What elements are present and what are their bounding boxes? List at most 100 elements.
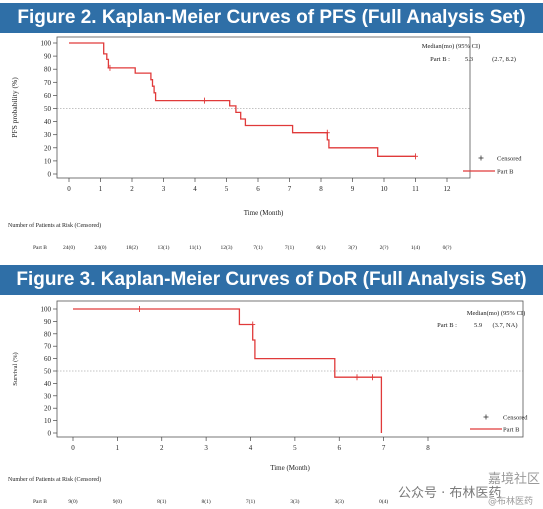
y-tick-label: 60 [44, 92, 52, 100]
x-tick-label: 7 [288, 185, 292, 193]
y-tick-label: 30 [44, 392, 52, 400]
risk-table-value: 2(?) [380, 244, 389, 251]
risk-table-group: Part B [33, 499, 47, 505]
x-tick-label: 11 [412, 185, 419, 193]
x-tick-label: 0 [67, 185, 71, 193]
risk-table-value: 7(1) [285, 244, 294, 251]
risk-table-group: Part B [33, 245, 47, 251]
y-axis-label: Survival (%) [12, 352, 19, 385]
legend-median-header: Median(mo) (95% CI) [467, 310, 525, 317]
dor-chart: 0 10 20 30 40 50 60 70 80 90 100 0 1 2 3 4 5 6 7 8 Time (Mon… [8, 300, 528, 505]
risk-table-value: 7(1) [253, 244, 262, 251]
risk-table-value: 9(0) [68, 498, 77, 505]
y-tick-label: 40 [44, 380, 52, 388]
risk-table-value: 24(0) [63, 244, 75, 251]
risk-table-value: 13(1) [158, 244, 170, 251]
x-tick-label: 9 [351, 185, 355, 193]
x-tick-label: 2 [130, 185, 134, 193]
y-tick-label: 70 [44, 343, 52, 351]
risk-table-value: 8(1) [157, 498, 166, 505]
risk-table-title: Number of Patients at Risk (Censored) [8, 222, 101, 229]
y-tick-label: 90 [44, 53, 52, 61]
censor-mark [370, 374, 376, 381]
legend-median-value: 5.9 [474, 322, 482, 329]
risk-table-value: 12(3) [221, 244, 233, 251]
y-axis-label: PFS probability (%) [10, 77, 19, 138]
figure-2-title: Figure 2. Kaplan-Meier Curves of PFS (Fu… [0, 3, 543, 33]
censor-mark [201, 97, 207, 104]
risk-table-title: Number of Patients at Risk (Censored) [8, 476, 101, 483]
x-tick-label: 5 [293, 444, 297, 452]
risk-table-value: 6(1) [316, 244, 325, 251]
legend-median-header: Median(mo) (95% CI) [422, 43, 480, 50]
risk-table-value: 8(1) [202, 498, 211, 505]
risk-table-value: 3(3) [290, 498, 299, 505]
y-tick-label: 100 [41, 40, 52, 48]
y-tick-label: 80 [44, 330, 52, 338]
legend-group-label: Part B : [430, 56, 450, 63]
x-tick-label: 8 [426, 444, 430, 452]
x-tick-label: 0 [71, 444, 75, 452]
x-tick-label: 1 [116, 444, 120, 452]
y-tick-label: 70 [44, 79, 52, 87]
x-tick-label: 3 [162, 185, 166, 193]
legend-censored-label: Censored [503, 415, 528, 422]
censor-mark [354, 374, 360, 381]
x-tick-label: 3 [204, 444, 208, 452]
x-tick-label: 4 [249, 444, 253, 452]
risk-table-value: 11(1) [189, 244, 201, 251]
y-tick-label: 20 [44, 405, 52, 413]
x-axis-label: Time (Month) [244, 209, 284, 217]
y-tick-label: 10 [44, 417, 52, 425]
legend-group-label: Part B : [437, 322, 457, 329]
watermark-account: 公众号 · 布林医药 [398, 486, 502, 501]
legend-median-value: 5.3 [465, 56, 473, 63]
x-tick-label: 7 [382, 444, 386, 452]
risk-table-value: 0(4) [379, 498, 388, 505]
legend-ci-value: (2.7, 8.2) [492, 56, 516, 63]
x-tick-label: 4 [193, 185, 197, 193]
y-tick-label: 90 [44, 318, 52, 326]
y-tick-label: 80 [44, 66, 52, 74]
risk-table-value: 7(1) [246, 498, 255, 505]
legend-series-label: Part B [503, 427, 520, 434]
risk-table-value: 3(3) [335, 498, 344, 505]
x-tick-label: 6 [256, 185, 260, 193]
legend-ci-value: (3.7, NA) [492, 322, 517, 329]
y-tick-label: 60 [44, 355, 52, 363]
risk-table-value: 9(0) [113, 498, 122, 505]
censor-mark [413, 153, 418, 160]
plot-frame [56, 36, 471, 179]
y-tick-label: 30 [44, 131, 52, 139]
risk-table-value: 18(2) [126, 244, 138, 251]
y-tick-label: 10 [44, 157, 52, 165]
figure-3-title: Figure 3. Kaplan-Meier Curves of DoR (Fu… [0, 265, 543, 295]
censor-mark [107, 64, 113, 71]
legend-censored-label: Censored [497, 156, 522, 163]
y-tick-label: 100 [41, 306, 52, 314]
risk-table-value: 0(?) [443, 244, 452, 251]
x-tick-label: 10 [381, 185, 389, 193]
x-tick-label: 2 [160, 444, 164, 452]
censor-mark [324, 129, 330, 136]
km-curve-part-b [73, 308, 383, 433]
risk-table-value: 1(4) [411, 244, 420, 251]
watermark-handle: @布林医药 [488, 497, 534, 507]
plot-frame [56, 300, 524, 438]
y-tick-label: 50 [44, 368, 52, 376]
x-tick-label: 8 [319, 185, 323, 193]
censor-mark [250, 321, 256, 328]
risk-table-value: 24(0) [95, 244, 107, 251]
y-tick-label: 40 [44, 118, 52, 126]
x-tick-label: 1 [99, 185, 103, 193]
x-tick-label: 12 [444, 185, 452, 193]
y-tick-label: 0 [48, 430, 52, 438]
y-tick-label: 20 [44, 144, 52, 152]
risk-table-value: 3(?) [348, 244, 357, 251]
y-tick-label: 50 [44, 105, 52, 113]
x-tick-label: 6 [338, 444, 342, 452]
x-tick-label: 5 [225, 185, 229, 193]
watermark-community: 嘉境社区 [488, 472, 541, 487]
km-curve-part-b [69, 42, 416, 157]
